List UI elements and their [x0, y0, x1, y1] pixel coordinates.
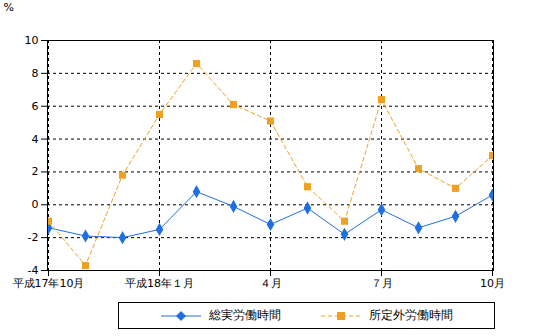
html-text:総実労働時間: 総実労働時間	[208, 308, 281, 322]
svg-text:4: 4	[32, 133, 39, 146]
svg-text:0: 0	[32, 198, 39, 211]
svg-text:平成17年10月: 平成17年10月	[13, 277, 85, 290]
svg-text:-4: -4	[28, 264, 39, 277]
svg-text:8: 8	[32, 67, 39, 80]
html-text:所定外労働時間: 所定外労働時間	[368, 308, 453, 322]
svg-text:７月: ７月	[371, 277, 393, 290]
svg-text:平成18年１月: 平成18年１月	[125, 277, 194, 290]
svg-text:2: 2	[32, 165, 39, 178]
svg-text:%: %	[4, 1, 14, 14]
svg-text:４月: ４月	[260, 277, 282, 290]
svg-text:10月: 10月	[480, 277, 505, 290]
svg-text:10: 10	[25, 34, 39, 47]
svg-text:6: 6	[32, 100, 39, 113]
svg-text:-2: -2	[28, 231, 39, 244]
